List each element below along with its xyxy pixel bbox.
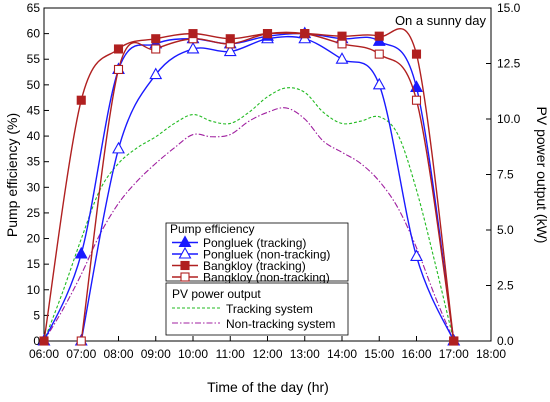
x-tick-label: 10:00 bbox=[178, 347, 208, 361]
legend-pump-box bbox=[165, 222, 349, 282]
y-tick-label: 35 bbox=[27, 155, 41, 169]
y2-tick-label: 10.0 bbox=[497, 112, 521, 126]
y-tick-label: 45 bbox=[27, 103, 41, 117]
data-point bbox=[337, 31, 347, 41]
data-point bbox=[411, 95, 422, 105]
chart-annotation: On a sunny day bbox=[395, 13, 487, 28]
data-point bbox=[372, 77, 386, 90]
x-tick-label: 14:00 bbox=[327, 347, 357, 361]
legend-marker bbox=[180, 260, 190, 271]
data-point bbox=[410, 249, 423, 262]
legend-pump-items: Pongluek (tracking)Pongluek (non-trackin… bbox=[172, 235, 330, 285]
y2-tick-label: 15.0 bbox=[497, 1, 521, 15]
x-tick-label: 18:00 bbox=[476, 347, 506, 361]
x-tick-label: 13:00 bbox=[290, 347, 320, 361]
y2-tick-label: 12.5 bbox=[497, 57, 521, 71]
legend-label: Pongluek (tracking) bbox=[203, 236, 306, 250]
legend-label: Bangkloy (non-tracking) bbox=[203, 271, 330, 285]
x-tick-label: 07:00 bbox=[66, 347, 96, 361]
data-point bbox=[74, 246, 88, 259]
legend-pv-title: PV power output bbox=[172, 287, 261, 301]
y-axis-title: Pump efficiency (%) bbox=[4, 113, 20, 237]
x-axis-title: Time of the day (hr) bbox=[207, 379, 329, 395]
y-tick-label: 10 bbox=[27, 283, 41, 297]
data-point bbox=[112, 141, 125, 154]
data-point bbox=[39, 336, 49, 346]
series-layer bbox=[37, 26, 461, 346]
legend-pump-efficiency: Pump efficiency Pongluek (tracking)Pongl… bbox=[165, 222, 349, 285]
series-5 bbox=[43, 107, 455, 342]
data-point bbox=[149, 67, 163, 80]
y-tick-label: 25 bbox=[27, 206, 41, 220]
x-tick-label: 15:00 bbox=[364, 347, 394, 361]
series-2 bbox=[39, 28, 459, 346]
y-tick-label: 30 bbox=[27, 180, 41, 194]
data-point bbox=[449, 336, 459, 346]
y-tick-label: 40 bbox=[27, 129, 41, 143]
data-point bbox=[335, 52, 349, 64]
y2-axis-title: PV power output (kW) bbox=[534, 107, 550, 244]
x-tick-label: 09:00 bbox=[141, 347, 171, 361]
data-point bbox=[300, 29, 310, 39]
x-tick-label: 06:00 bbox=[29, 347, 59, 361]
y-tick-label: 5 bbox=[33, 308, 40, 322]
data-point bbox=[151, 34, 161, 44]
y2-tick-label: 5.0 bbox=[497, 223, 514, 237]
y-tick-label: 20 bbox=[27, 232, 41, 246]
data-point bbox=[411, 49, 422, 59]
legend-marker bbox=[178, 235, 192, 248]
legend-pump-title: Pump efficiency bbox=[170, 222, 255, 236]
x-tick-label: 11:00 bbox=[216, 347, 245, 361]
y-tick-label: 60 bbox=[27, 27, 41, 41]
data-point bbox=[374, 31, 384, 41]
y-tick-label: 50 bbox=[27, 78, 41, 92]
y-tick-label: 55 bbox=[27, 52, 41, 66]
data-point bbox=[337, 39, 347, 49]
data-point bbox=[223, 44, 237, 57]
series-line bbox=[43, 107, 455, 342]
data-point bbox=[76, 95, 86, 105]
series-line bbox=[43, 32, 455, 342]
legend-marker bbox=[178, 246, 192, 259]
data-point bbox=[76, 336, 86, 346]
data-point bbox=[113, 44, 124, 54]
data-point bbox=[188, 29, 198, 39]
data-point bbox=[374, 49, 384, 59]
y2-tick-label: 2.5 bbox=[497, 279, 514, 293]
data-point bbox=[151, 44, 161, 54]
y2-tick-label: 7.5 bbox=[497, 168, 514, 182]
series-line bbox=[43, 28, 455, 342]
data-point bbox=[262, 29, 273, 39]
y2-tick-label: 0.0 bbox=[497, 334, 514, 348]
legend-pv-box bbox=[165, 282, 349, 336]
data-point bbox=[225, 34, 235, 44]
y-tick-label: 15 bbox=[27, 257, 41, 271]
x-tick-label: 17:00 bbox=[439, 347, 469, 361]
x-tick-label: 08:00 bbox=[103, 347, 133, 361]
legend-label: Non-tracking system bbox=[226, 317, 335, 331]
legend-pv-power: PV power output Tracking systemNon-track… bbox=[165, 282, 349, 336]
y-tick-label: 0 bbox=[33, 334, 40, 348]
y-tick-label: 65 bbox=[27, 1, 41, 15]
data-point bbox=[113, 64, 124, 75]
legend-label: Tracking system bbox=[226, 302, 313, 316]
legend-marker bbox=[180, 272, 190, 282]
legend-label: Pongluek (non-tracking) bbox=[203, 248, 330, 262]
tick-labels: 06:00 07:00 08:00 09:00 10:00 11:00 12:00 13:00… bbox=[27, 1, 521, 361]
x-tick-label: 16:00 bbox=[401, 347, 431, 361]
data-point bbox=[186, 41, 200, 54]
x-tick-label: 12:00 bbox=[252, 347, 282, 361]
legend-label: Bangkloy (tracking) bbox=[203, 259, 306, 273]
